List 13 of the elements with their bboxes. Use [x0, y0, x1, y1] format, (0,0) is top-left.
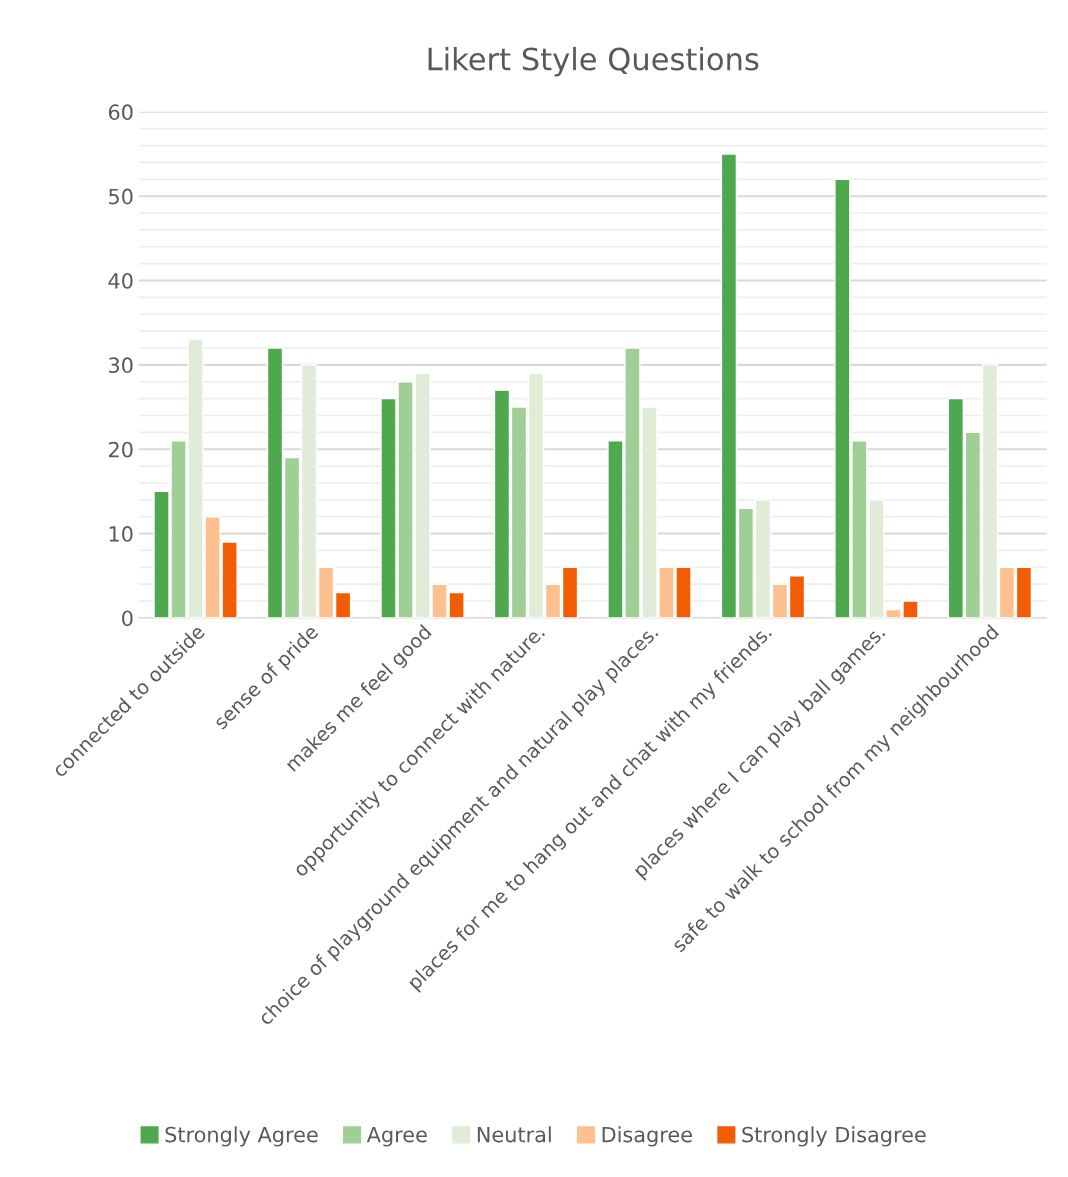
y-tick-label: 50: [109, 188, 133, 205]
legend-label: Strongly Disagree: [742, 1126, 926, 1147]
y-tick-label: 0: [122, 610, 133, 627]
legend-label: Strongly Agree: [165, 1126, 318, 1147]
legend-label: Agree: [366, 1126, 427, 1147]
legend-label: Neutral: [477, 1126, 551, 1143]
y-tick-label: 20: [109, 441, 133, 458]
y-tick-label: 30: [109, 357, 133, 374]
y-tick-label: 10: [109, 526, 133, 542]
legend-label: Disagree: [602, 1126, 692, 1147]
y-tick-label: 40: [108, 272, 133, 289]
chart-title: Likert Style Questions: [428, 46, 759, 77]
y-tick-label: 60: [108, 104, 133, 121]
